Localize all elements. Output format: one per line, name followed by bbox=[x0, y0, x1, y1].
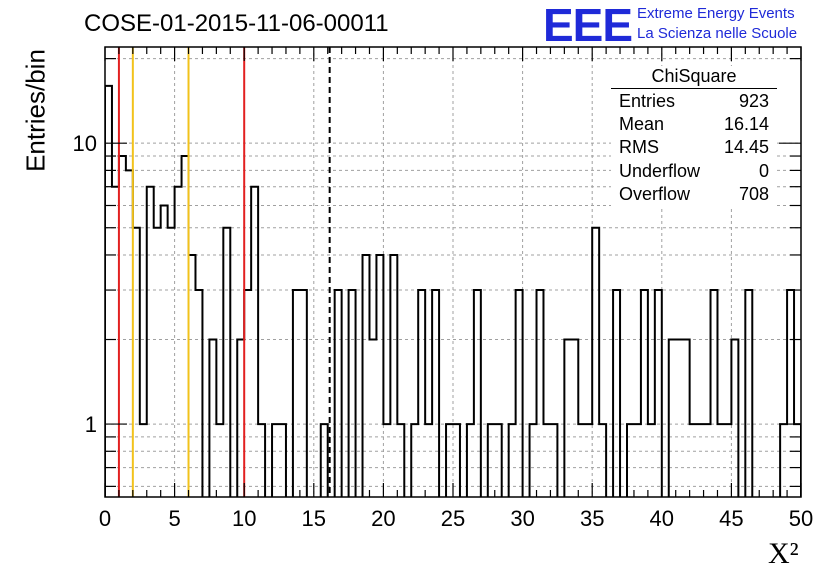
histogram-bars bbox=[105, 84, 801, 497]
x-axis-label: X² bbox=[768, 537, 799, 570]
stats-value: 16.14 bbox=[723, 114, 769, 135]
stats-row-underflow: Underflow 0 bbox=[611, 160, 777, 183]
y-tick-label: 1 bbox=[85, 412, 97, 437]
logo-line-1: Extreme Energy Events bbox=[637, 5, 795, 22]
y-axis-label: Entries/bin bbox=[20, 49, 51, 172]
x-tick-label: 30 bbox=[510, 506, 534, 531]
x-tick-label: 40 bbox=[650, 506, 674, 531]
y-tick-label: 10 bbox=[73, 131, 97, 156]
x-tick-label: 15 bbox=[302, 506, 326, 531]
x-tick-label: 35 bbox=[580, 506, 604, 531]
stats-value: 923 bbox=[738, 91, 769, 111]
stats-row-entries: Entries 923 bbox=[611, 90, 777, 113]
x-tick-label: 10 bbox=[232, 506, 256, 531]
stats-label: Entries bbox=[619, 91, 676, 111]
x-tick-label: 5 bbox=[168, 506, 180, 531]
stats-row-overflow: Overflow 708 bbox=[611, 183, 777, 206]
stats-box: ChiSquare Entries 923 Mean 16.14 RMS 14.… bbox=[611, 66, 777, 206]
stats-row-mean: Mean 16.14 bbox=[611, 113, 777, 136]
stats-value: 0 bbox=[758, 160, 769, 181]
x-tick-label: 45 bbox=[719, 506, 743, 531]
x-tick-label: 20 bbox=[371, 506, 395, 531]
stats-row-rms: RMS 14.45 bbox=[611, 136, 777, 159]
logo-caption: Extreme Energy Events La Scienza nelle S… bbox=[637, 4, 797, 44]
eee-logo: EEE bbox=[543, 0, 633, 51]
x-tick-label: 0 bbox=[99, 506, 111, 531]
logo-line-2: La Scienza nelle Scuole bbox=[637, 25, 798, 42]
stats-label: Mean bbox=[619, 114, 665, 135]
x-tick-label: 25 bbox=[441, 506, 465, 531]
histogram-series bbox=[105, 84, 801, 497]
stats-value: 708 bbox=[738, 183, 769, 204]
stats-label: Underflow bbox=[619, 160, 701, 181]
chart-title: COSE-01-2015-11-06-00011 bbox=[84, 10, 389, 37]
stats-label: RMS bbox=[619, 137, 659, 158]
x-tick-label: 50 bbox=[789, 506, 813, 531]
stats-title: ChiSquare bbox=[611, 66, 777, 89]
stats-value: 14.45 bbox=[723, 137, 769, 158]
stats-label: Overflow bbox=[619, 183, 691, 204]
